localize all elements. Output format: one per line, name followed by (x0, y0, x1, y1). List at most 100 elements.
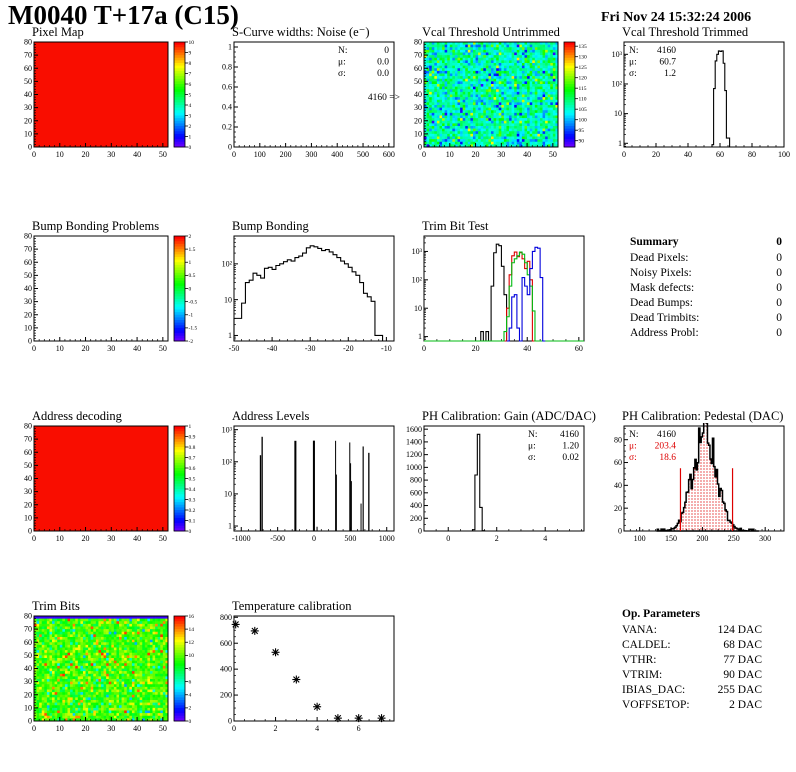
pixel-map-title: Pixel Map (32, 25, 84, 39)
panel-bump-bonding: Bump Bonding -50 -40 -30 -20 -10 1 10 10² (208, 220, 400, 362)
svg-text:10²: 10² (612, 80, 623, 89)
svg-text:6: 6 (189, 82, 192, 88)
svg-text:2: 2 (495, 534, 499, 543)
svg-text:70: 70 (24, 51, 32, 60)
ph-gain-title: PH Calibration: Gain (ADC/DAC) (422, 409, 596, 423)
svg-text:80: 80 (614, 435, 622, 444)
svg-text:8: 8 (189, 61, 192, 67)
panel-ph-pedestal: PH Calibration: Pedestal (DAC) 100 150 200… (598, 410, 790, 552)
svg-text:1000: 1000 (379, 534, 395, 543)
summary-row-dead-bumps: Dead Bumps: 0 (630, 296, 782, 311)
svg-text:0: 0 (32, 534, 36, 543)
op-param-value: 77 DAC (723, 654, 762, 666)
svg-text:60: 60 (24, 448, 32, 457)
svg-text:200: 200 (696, 534, 708, 543)
svg-text:40: 40 (24, 284, 32, 293)
svg-text:-20: -20 (343, 344, 354, 353)
svg-text:0: 0 (189, 145, 192, 151)
svg-text:0.2: 0.2 (189, 508, 196, 514)
svg-text:40: 40 (684, 150, 692, 159)
svg-text:0.02: 0.02 (562, 453, 579, 463)
panel-ph-gain: PH Calibration: Gain (ADC/DAC) 0 2 4 0 200 40… (398, 409, 596, 552)
svg-text:80: 80 (748, 150, 756, 159)
svg-text:70: 70 (414, 51, 422, 60)
svg-text:1: 1 (228, 522, 232, 531)
svg-text:70: 70 (24, 435, 32, 444)
svg-text:σ:: σ: (629, 453, 637, 463)
svg-text:0: 0 (189, 529, 192, 535)
svg-text:800: 800 (410, 476, 422, 485)
op-param-label: VTHR: (622, 654, 657, 666)
svg-text:90: 90 (579, 139, 585, 145)
vcal-trimmed-title: Vcal Threshold Trimmed (622, 25, 749, 39)
svg-text:10: 10 (224, 295, 232, 304)
page-title: M0040 T+17a (C15) (8, 0, 239, 30)
svg-text:20: 20 (24, 500, 32, 509)
svg-text:0: 0 (228, 143, 232, 152)
svg-text:1: 1 (618, 139, 622, 148)
op-param-vana: VANA: 124 DAC (622, 623, 762, 638)
summary-label: Mask defects: (630, 282, 695, 294)
svg-text:0: 0 (422, 150, 426, 159)
svg-text:μ:: μ: (629, 442, 637, 452)
svg-text:70: 70 (24, 245, 32, 254)
svg-text:30: 30 (24, 297, 32, 306)
panel-bump-bonding-problems: Bump Bonding Problems 0 10 20 30 40 50 0 10 20 30… (8, 220, 200, 362)
svg-text:80: 80 (24, 233, 32, 241)
svg-text:0.0: 0.0 (377, 58, 389, 68)
svg-text:4160: 4160 (560, 430, 579, 440)
svg-text:10³: 10³ (412, 247, 423, 256)
panel-address-decoding: Address decoding 0 10 20 30 40 50 0 10 20 30 40 50 6… (8, 410, 200, 552)
svg-text:-10: -10 (381, 344, 392, 353)
panel-address-levels: Address Levels -1000 -500 0 500 1000 1 10 10² 10… (208, 410, 400, 552)
svg-text:50: 50 (159, 344, 167, 353)
svg-text:μ:: μ: (629, 58, 637, 68)
panel-vcal-trimmed: Vcal Threshold Trimmed 0 20 40 60 80 100 1 10 10… (598, 26, 790, 168)
svg-text:60: 60 (575, 344, 583, 353)
op-param-label: IBIAS_DAC: (622, 684, 686, 696)
svg-text:0: 0 (28, 143, 32, 152)
summary-title: Summary (630, 236, 679, 248)
svg-text:1400: 1400 (406, 438, 422, 447)
svg-text:400: 400 (410, 501, 422, 510)
svg-text:40: 40 (614, 481, 622, 490)
summary-row-mask-defects: Mask defects: 0 (630, 281, 782, 296)
svg-text:0.8: 0.8 (222, 63, 232, 72)
svg-text:10: 10 (446, 150, 454, 159)
summary-row-address-probl: Address Probl: 0 (630, 326, 782, 341)
svg-text:20: 20 (24, 116, 32, 125)
svg-text:1.2: 1.2 (664, 69, 676, 79)
svg-text:0.4: 0.4 (189, 487, 196, 493)
svg-text:1: 1 (189, 260, 192, 266)
svg-text:0: 0 (312, 534, 316, 543)
svg-text:0.4: 0.4 (222, 103, 232, 112)
panel-vcal-untrimmed: Vcal Threshold Untrimmed 0 10 20 30 40 50 0 10 2… (398, 26, 590, 168)
address-decoding-title: Address decoding (32, 409, 122, 423)
op-param-value: 90 DAC (723, 669, 762, 681)
svg-text:10: 10 (614, 109, 622, 118)
svg-text:30: 30 (24, 103, 32, 112)
svg-text:σ:: σ: (338, 69, 346, 79)
svg-text:600: 600 (410, 488, 422, 497)
svg-text:0: 0 (622, 150, 626, 159)
svg-text:20: 20 (472, 344, 480, 353)
vcal-trimmed-chart: 0 20 40 60 80 100 1 10 10² 10³ N: 4160 μ: 60.7 σ: 1.2 (612, 41, 790, 159)
svg-text:80: 80 (24, 39, 32, 47)
svg-text:0: 0 (422, 344, 426, 353)
panel-trim-bits: Trim Bits 0 10 20 30 40 50 0 10 20 30 40 50 60 70 80 0 2… (8, 600, 200, 742)
summary-row-noisy-pixels: Noisy Pixels: 0 (630, 266, 782, 281)
svg-text:0: 0 (32, 344, 36, 353)
summary-value: 0 (776, 297, 782, 309)
trim-bits-title: Trim Bits (32, 599, 80, 613)
svg-text:0: 0 (32, 150, 36, 159)
op-param-caldel: CALDEL: 68 DAC (622, 638, 762, 653)
svg-text:-1: -1 (189, 313, 194, 319)
svg-text:30: 30 (414, 103, 422, 112)
svg-text:10²: 10² (222, 259, 233, 268)
svg-text:500: 500 (357, 150, 369, 159)
svg-text:4160: 4160 (657, 430, 676, 440)
svg-text:20: 20 (82, 534, 90, 543)
svg-text:10³: 10³ (222, 425, 233, 434)
svg-text:1200: 1200 (406, 450, 422, 459)
summary-block: Summary 0 Dead Pixels: 0 Noisy Pixels: 0 M… (630, 236, 782, 341)
